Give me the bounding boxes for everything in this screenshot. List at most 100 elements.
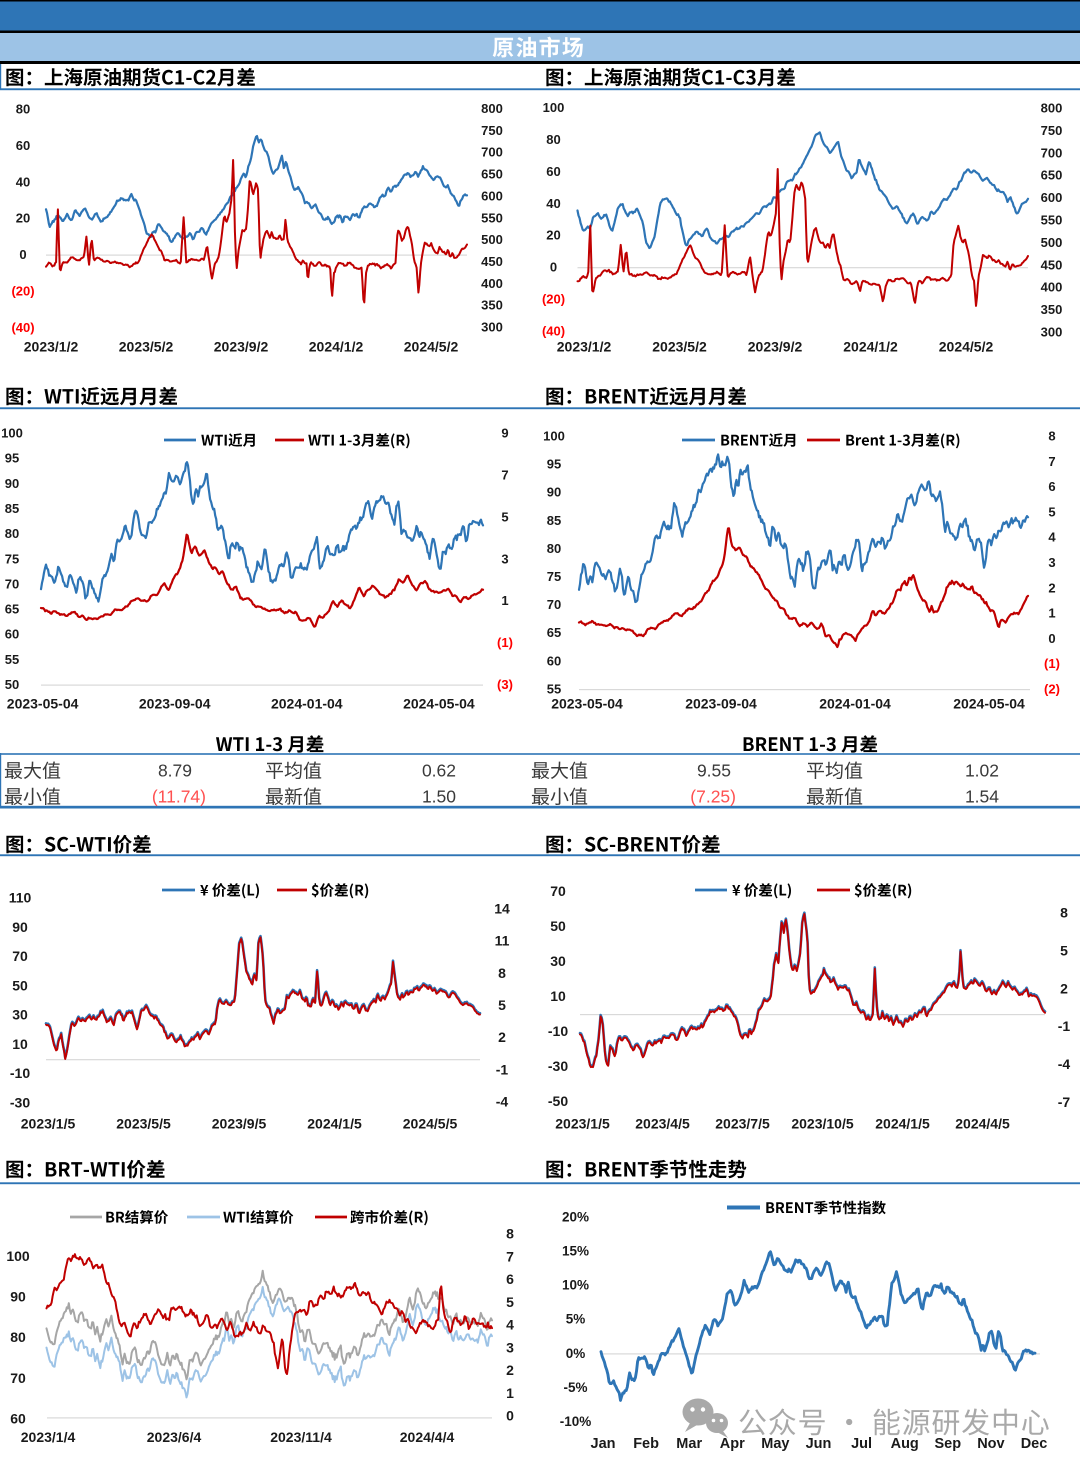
svg-text:6: 6 xyxy=(506,1271,514,1287)
svg-text:100: 100 xyxy=(543,429,565,444)
svg-text:80: 80 xyxy=(547,541,561,556)
svg-text:10: 10 xyxy=(12,1036,28,1052)
svg-text:Jul: Jul xyxy=(851,1436,872,1452)
svg-text:2023/9/5: 2023/9/5 xyxy=(212,1116,267,1132)
svg-text:(20): (20) xyxy=(542,292,565,307)
svg-text:3: 3 xyxy=(506,1339,514,1355)
svg-text:700: 700 xyxy=(1041,145,1063,160)
svg-text:20%: 20% xyxy=(562,1210,589,1225)
svg-text:2024/5/2: 2024/5/2 xyxy=(404,339,459,355)
svg-text:8: 8 xyxy=(1048,429,1055,444)
svg-text:90: 90 xyxy=(12,919,28,935)
svg-text:70: 70 xyxy=(10,1370,26,1386)
svg-text:2024/1/2: 2024/1/2 xyxy=(309,339,364,355)
svg-text:500: 500 xyxy=(481,232,503,247)
svg-text:15%: 15% xyxy=(562,1244,589,1259)
svg-text:2023/9/2: 2023/9/2 xyxy=(748,339,803,355)
svg-text:2023/4/5: 2023/4/5 xyxy=(635,1116,690,1132)
svg-text:8: 8 xyxy=(1060,905,1068,921)
svg-text:Feb: Feb xyxy=(633,1436,659,1452)
svg-text:60: 60 xyxy=(10,1411,26,1427)
svg-text:2023/7/5: 2023/7/5 xyxy=(715,1116,770,1132)
svg-text:85: 85 xyxy=(547,513,561,528)
svg-text:300: 300 xyxy=(481,320,503,335)
svg-text:2024/1/2: 2024/1/2 xyxy=(843,339,898,355)
svg-text:2023/1/5: 2023/1/5 xyxy=(555,1116,610,1132)
svg-text:4: 4 xyxy=(1048,530,1056,545)
svg-text:5%: 5% xyxy=(566,1312,586,1327)
svg-text:2024/1/5: 2024/1/5 xyxy=(875,1116,930,1132)
svg-text:2024/4/5: 2024/4/5 xyxy=(955,1116,1010,1132)
svg-text:14: 14 xyxy=(494,901,510,917)
svg-text:20: 20 xyxy=(16,211,30,226)
svg-text:7: 7 xyxy=(1048,454,1055,469)
svg-text:Apr: Apr xyxy=(720,1436,745,1452)
svg-text:55: 55 xyxy=(547,681,561,696)
svg-text:100: 100 xyxy=(6,1248,30,1264)
svg-text:(7.25): (7.25) xyxy=(690,787,736,807)
svg-text:8.79: 8.79 xyxy=(158,761,192,781)
svg-text:60: 60 xyxy=(16,138,30,153)
svg-text:90: 90 xyxy=(547,485,561,500)
svg-text:2023/1/4: 2023/1/4 xyxy=(21,1429,76,1445)
svg-text:350: 350 xyxy=(1041,302,1063,317)
svg-text:65: 65 xyxy=(547,625,561,640)
svg-text:5: 5 xyxy=(1048,504,1055,519)
svg-text:650: 650 xyxy=(481,167,503,182)
svg-text:600: 600 xyxy=(1041,190,1063,205)
svg-text:550: 550 xyxy=(1041,213,1063,228)
svg-text:-1: -1 xyxy=(496,1061,509,1077)
svg-text:650: 650 xyxy=(1041,168,1063,183)
svg-text:8: 8 xyxy=(498,965,506,981)
svg-text:1.50: 1.50 xyxy=(422,787,456,807)
svg-text:1: 1 xyxy=(501,593,508,608)
svg-text:11: 11 xyxy=(495,933,510,949)
svg-text:2023/5/2: 2023/5/2 xyxy=(119,339,174,355)
svg-text:70: 70 xyxy=(5,576,19,591)
svg-text:-10: -10 xyxy=(10,1065,30,1081)
svg-text:7: 7 xyxy=(501,467,508,482)
svg-text:6: 6 xyxy=(1048,479,1055,494)
svg-text:2024-01-04: 2024-01-04 xyxy=(819,696,891,712)
svg-text:1.02: 1.02 xyxy=(965,761,999,781)
svg-text:-10: -10 xyxy=(548,1023,568,1039)
svg-text:2024-01-04: 2024-01-04 xyxy=(271,696,343,712)
svg-text:60: 60 xyxy=(5,627,19,642)
svg-text:90: 90 xyxy=(10,1289,26,1305)
svg-text:0: 0 xyxy=(1048,631,1055,646)
svg-text:30: 30 xyxy=(12,1007,28,1023)
svg-text:2023/1/2: 2023/1/2 xyxy=(24,339,79,355)
svg-text:8: 8 xyxy=(506,1226,514,1242)
svg-text:50: 50 xyxy=(550,918,566,934)
svg-text:4: 4 xyxy=(506,1317,514,1333)
svg-text:-30: -30 xyxy=(10,1095,30,1111)
svg-text:2023-09-04: 2023-09-04 xyxy=(685,696,757,712)
svg-text:700: 700 xyxy=(481,145,503,160)
svg-text:-7: -7 xyxy=(1058,1094,1071,1110)
svg-text:110: 110 xyxy=(9,890,32,906)
svg-text:Aug: Aug xyxy=(891,1436,919,1452)
svg-text:2024-05-04: 2024-05-04 xyxy=(403,696,475,712)
svg-text:60: 60 xyxy=(547,653,561,668)
svg-text:2: 2 xyxy=(506,1362,514,1378)
svg-text:-5%: -5% xyxy=(563,1380,587,1395)
svg-text:-1: -1 xyxy=(1058,1018,1071,1034)
svg-text:450: 450 xyxy=(481,254,503,269)
svg-text:70: 70 xyxy=(12,948,28,964)
svg-text:750: 750 xyxy=(481,123,503,138)
svg-text:80: 80 xyxy=(10,1329,26,1345)
svg-text:70: 70 xyxy=(547,597,561,612)
svg-text:40: 40 xyxy=(546,196,560,211)
svg-text:80: 80 xyxy=(16,102,30,117)
svg-text:(2): (2) xyxy=(1044,682,1060,697)
svg-text:600: 600 xyxy=(481,188,503,203)
svg-text:(11.74): (11.74) xyxy=(152,787,206,807)
svg-text:70: 70 xyxy=(550,883,566,899)
svg-text:Nov: Nov xyxy=(977,1436,1004,1452)
svg-text:2: 2 xyxy=(498,1029,506,1045)
svg-text:Dec: Dec xyxy=(1021,1436,1048,1452)
svg-text:60: 60 xyxy=(546,164,560,179)
svg-text:3: 3 xyxy=(1048,555,1055,570)
svg-text:-4: -4 xyxy=(496,1094,509,1110)
svg-text:2023/10/5: 2023/10/5 xyxy=(791,1116,853,1132)
